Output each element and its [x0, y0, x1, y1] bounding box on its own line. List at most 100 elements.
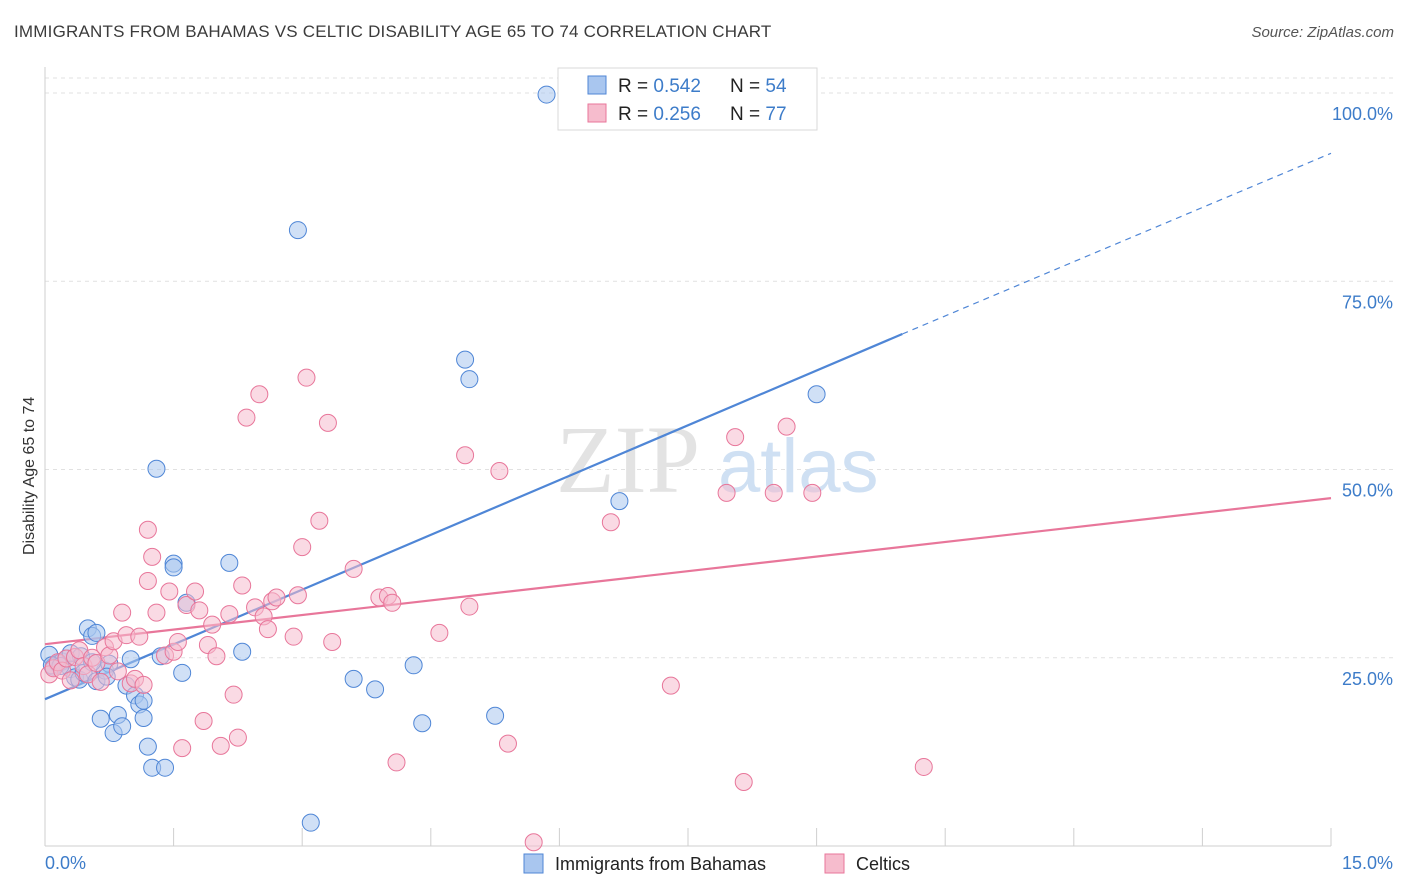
svg-text:R = 0.256: R = 0.256	[618, 104, 701, 125]
data-point	[288, 221, 307, 240]
trend-line-extension	[902, 152, 1332, 335]
axes	[44, 67, 1332, 847]
data-point	[726, 428, 745, 447]
data-point	[490, 462, 509, 481]
data-point	[138, 571, 157, 590]
data-point	[108, 662, 127, 681]
data-point	[807, 385, 826, 404]
data-point	[258, 620, 277, 639]
legend-r-label-1: R =	[618, 76, 653, 97]
data-point	[224, 685, 243, 704]
data-point	[134, 675, 153, 694]
data-point	[250, 385, 269, 404]
legend-n-value-1: 54	[765, 76, 787, 97]
data-point	[430, 623, 449, 642]
svg-text:R = 0.542: R = 0.542	[618, 76, 701, 97]
data-point	[293, 538, 312, 557]
legend-swatch-celtics	[587, 103, 607, 123]
series-legend: Immigrants from Bahamas Celtics	[523, 853, 910, 874]
legend-n-label-1: N =	[730, 76, 765, 97]
svg-text:N = 77: N = 77	[730, 104, 787, 125]
data-point	[661, 676, 680, 695]
data-point	[413, 714, 432, 733]
data-point	[456, 350, 475, 369]
data-point	[113, 603, 132, 622]
data-point	[220, 553, 239, 572]
data-point	[143, 547, 162, 566]
source-label: Source: ZipAtlas.com	[1251, 24, 1394, 41]
data-point	[91, 672, 110, 691]
data-point	[297, 368, 316, 387]
data-point	[323, 632, 342, 651]
legend-swatch-bahamas	[587, 75, 607, 95]
bottom-legend-label-celtics: Celtics	[856, 854, 910, 874]
data-point	[460, 370, 479, 389]
watermark-zip: ZIP	[556, 406, 700, 513]
data-point	[318, 413, 337, 432]
data-point	[310, 511, 329, 530]
data-point	[288, 586, 307, 605]
data-point	[113, 717, 132, 736]
data-point	[164, 558, 183, 577]
data-point	[134, 709, 153, 727]
watermark: ZIP atlas	[556, 406, 879, 513]
data-point	[121, 650, 140, 669]
y-axis-label: Disability Age 65 to 74	[21, 397, 38, 555]
y-tick-label: 50.0%	[1342, 481, 1393, 501]
grid-lines	[45, 77, 1393, 659]
legend-r-value-2: 0.256	[653, 104, 701, 125]
data-point	[138, 737, 157, 756]
legend-r-value-1: 0.542	[653, 76, 701, 97]
data-point	[186, 582, 205, 601]
data-point	[267, 588, 286, 607]
data-point	[366, 680, 385, 699]
data-point	[211, 736, 230, 755]
data-point	[87, 623, 106, 642]
data-point	[130, 627, 149, 646]
data-point	[228, 728, 247, 747]
data-point	[138, 520, 157, 539]
legend-n-value-2: 77	[765, 104, 786, 125]
correlation-legend: R = 0.542 N = 54 R = 0.256 N = 77	[557, 67, 818, 131]
data-point	[610, 492, 629, 511]
data-point	[194, 712, 213, 731]
legend-n-label-2: N =	[730, 104, 765, 125]
data-point	[156, 758, 175, 777]
svg-text:N = 54: N = 54	[730, 76, 787, 97]
trend-line	[44, 497, 1332, 646]
bottom-legend-swatch-celtics	[824, 853, 845, 874]
trend-lines	[44, 152, 1332, 701]
x-tick-label: 0.0%	[45, 853, 86, 873]
data-point	[284, 627, 303, 646]
data-point	[498, 734, 517, 753]
data-point	[147, 603, 166, 622]
data-points	[40, 85, 933, 852]
data-point	[160, 582, 179, 601]
data-point	[233, 576, 252, 595]
watermark-atlas: atlas	[718, 424, 879, 509]
chart-title: IMMIGRANTS FROM BAHAMAS VS CELTIC DISABI…	[14, 22, 772, 41]
data-point	[764, 483, 783, 502]
trend-line	[44, 332, 903, 701]
data-point	[233, 642, 252, 661]
data-point	[173, 739, 192, 758]
data-point	[524, 833, 543, 852]
y-tick-label: 100.0%	[1332, 104, 1393, 124]
data-point	[914, 757, 933, 776]
data-point	[456, 446, 475, 465]
data-point	[203, 615, 222, 634]
data-point	[717, 483, 736, 502]
data-point	[803, 483, 822, 502]
data-point	[460, 597, 479, 616]
data-point	[404, 656, 423, 675]
data-point	[61, 671, 80, 690]
data-point	[134, 691, 153, 710]
data-point	[486, 706, 505, 725]
x-tick-label: 15.0%	[1342, 853, 1393, 873]
data-point	[344, 559, 363, 578]
data-point	[220, 605, 239, 624]
data-point	[601, 513, 620, 532]
data-point	[91, 709, 110, 728]
data-point	[383, 593, 402, 612]
data-point	[387, 753, 406, 772]
